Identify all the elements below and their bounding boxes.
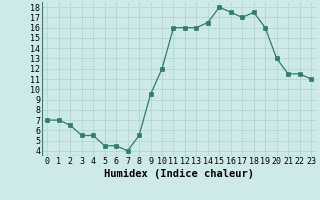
- X-axis label: Humidex (Indice chaleur): Humidex (Indice chaleur): [104, 169, 254, 179]
